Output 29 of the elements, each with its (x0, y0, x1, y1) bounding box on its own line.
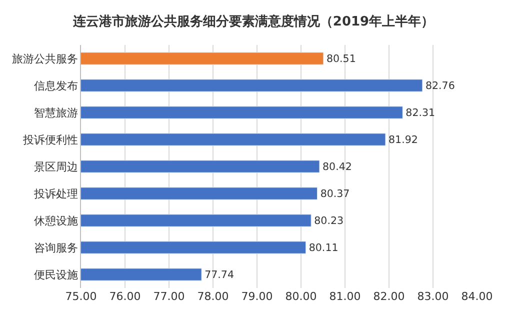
y-tick-label: 咨询服务 (34, 241, 78, 254)
data-label: 80.42 (322, 160, 352, 173)
x-tick-label: 77.00 (153, 290, 185, 303)
chart-title: 连云港市旅游公共服务细分要素满意度情况（2019年上半年） (72, 14, 434, 30)
data-label: 80.11 (308, 242, 338, 254)
data-label: 82.76 (425, 80, 455, 92)
data-label: 80.23 (314, 214, 344, 227)
data-label: 81.92 (388, 134, 418, 146)
data-label: 82.31 (406, 106, 436, 119)
data-label: 77.74 (204, 268, 234, 281)
x-tick-label: 80.00 (285, 290, 317, 303)
x-tick-label: 79.00 (241, 290, 273, 303)
x-tick-label: 75.00 (65, 290, 97, 303)
y-tick-label: 智慧旅游 (34, 106, 78, 120)
y-tick-label: 旅游公共服务 (12, 52, 78, 66)
y-tick-label: 信息发布 (34, 79, 78, 92)
x-tick-label: 82.00 (373, 290, 405, 303)
x-tick-label: 84.00 (461, 290, 493, 303)
y-tick-label: 休憩设施 (34, 214, 78, 228)
x-tick-label: 83.00 (417, 290, 449, 303)
y-tick-label: 投诉处理 (32, 187, 78, 200)
x-tick-label: 81.00 (329, 290, 361, 303)
y-tick-label: 便民设施 (34, 268, 78, 282)
x-tick-label: 78.00 (197, 290, 229, 303)
data-label: 80.51 (326, 52, 356, 65)
data-label: 80.37 (320, 188, 350, 200)
y-tick-label: 投诉便利性 (22, 133, 78, 146)
x-tick-label: 76.00 (109, 290, 141, 303)
y-tick-label: 景区周边 (34, 160, 78, 174)
